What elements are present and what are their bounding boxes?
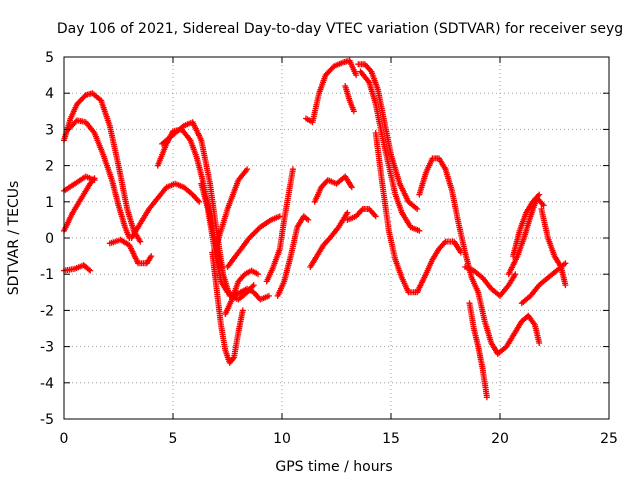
plus-marks [61, 175, 98, 234]
x-tick-label: 5 [169, 431, 178, 447]
series-track-v [357, 68, 423, 234]
x-tick-label: 10 [273, 431, 291, 447]
y-tick-label: 3 [45, 122, 54, 138]
series-track-q [307, 209, 351, 270]
plus-marks [213, 166, 251, 249]
x-tick-label: 20 [491, 431, 509, 447]
axis-ticks [63, 56, 610, 420]
series-track-y [416, 155, 501, 357]
series-track-r [311, 173, 355, 205]
data-marks [61, 57, 569, 401]
plus-marks [307, 209, 351, 270]
y-tick-label: 4 [45, 86, 54, 102]
series-track-z [466, 300, 490, 401]
plus-marks [372, 130, 464, 296]
plus-marks [344, 206, 379, 223]
plus-marks [224, 213, 283, 270]
y-axis-label: SDTVAR / TECUs [6, 181, 22, 296]
series-track-e [61, 262, 94, 274]
x-axis-label: GPS time / hours [275, 459, 392, 475]
plus-marks [462, 264, 519, 299]
plus-marks [518, 260, 569, 307]
series-track-p [274, 213, 312, 299]
grid-lines [64, 57, 609, 419]
y-tick-label: -1 [40, 267, 54, 283]
series-track-d [61, 175, 98, 234]
plus-marks [342, 83, 357, 115]
x-tick-label: 15 [382, 431, 400, 447]
series-track-ab [494, 312, 543, 357]
y-tick-labels: -5 -4 -3 -2 -1 0 1 2 3 4 5 [40, 50, 54, 428]
y-tick-label: 1 [45, 195, 54, 211]
plus-marks [61, 262, 94, 274]
series-track-f [106, 236, 155, 267]
series-track-g [128, 180, 203, 241]
plus-marks [494, 312, 543, 357]
plus-marks [128, 180, 203, 241]
series-track-a [61, 90, 144, 245]
plus-marks [209, 249, 246, 366]
plus-marks [61, 90, 144, 245]
y-tick-label: 0 [45, 231, 54, 247]
chart-title: Day 106 of 2021, Sidereal Day-to-day VTE… [57, 21, 623, 37]
plus-marks [311, 173, 355, 205]
series-track-o [263, 166, 296, 285]
y-tick-label: 2 [45, 159, 54, 175]
series-track-aa [462, 264, 519, 299]
plus-marks [274, 213, 312, 299]
plus-marks [357, 68, 423, 234]
x-tick-label: 0 [60, 431, 69, 447]
x-tick-labels: 0 5 10 15 20 25 [60, 431, 618, 447]
plus-marks [106, 236, 155, 267]
x-tick-label: 25 [600, 431, 618, 447]
y-tick-label: -2 [40, 303, 54, 319]
y-tick-label: -4 [40, 376, 54, 392]
series-track-af [518, 260, 569, 307]
series-track-ad [505, 195, 547, 278]
series-track-j [198, 180, 272, 303]
y-tick-label: -5 [40, 412, 54, 428]
plus-marks [416, 155, 501, 357]
plus-marks [303, 57, 360, 126]
series-track-x [344, 206, 379, 223]
y-tick-label: 5 [45, 50, 54, 66]
series-track-k [209, 249, 246, 366]
plus-marks [355, 61, 421, 212]
series-track-w [372, 130, 464, 296]
series-track-n [224, 213, 283, 270]
plus-marks [222, 267, 261, 317]
plus-marks [263, 166, 296, 285]
series-track-u [355, 61, 421, 212]
series-track-s [303, 57, 360, 126]
series-track-m [213, 166, 251, 249]
series-track-t [342, 83, 357, 115]
series-track-l [222, 267, 261, 317]
plus-marks [505, 195, 547, 278]
plus-marks [198, 180, 272, 303]
y-tick-label: -3 [40, 340, 54, 356]
plus-marks [466, 300, 490, 401]
